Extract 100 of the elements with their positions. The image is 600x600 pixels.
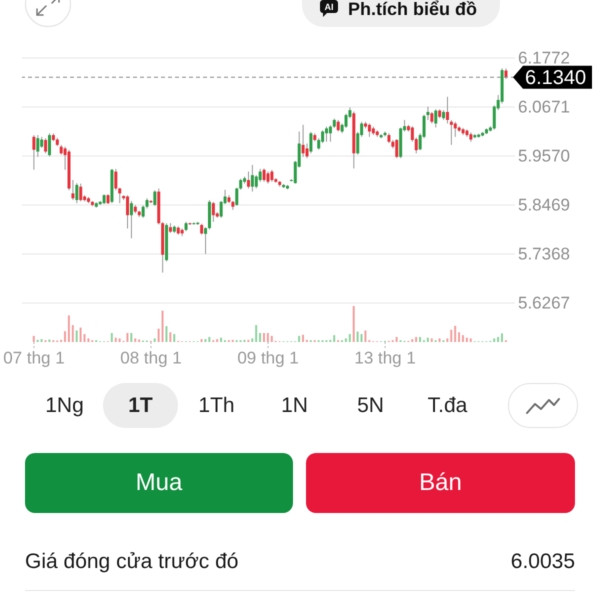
text: Giá đóng cửa trước đó [25,550,238,574]
bar [87,338,90,342]
bar [497,336,500,342]
bar [138,339,140,342]
bar [364,330,366,342]
bar [344,338,347,342]
bar [162,310,164,342]
bar [262,333,265,342]
bar [466,338,468,342]
candlestick [79,183,82,202]
candlestick [106,194,110,205]
y-tick-label: 5.7368 [518,244,570,264]
bar [154,338,156,342]
buy-button: Mua [25,453,293,513]
bar [454,326,456,342]
period-button: 1T [103,383,178,428]
candlestick [250,164,254,192]
candlestick [153,190,156,206]
candlestick [328,124,332,142]
bar [32,336,35,342]
bar [419,336,422,342]
ref-line-label: 6.1340 [525,67,586,90]
candlestick [332,118,336,128]
bar [158,328,160,342]
candlestick [395,138,398,159]
bar [266,333,269,342]
candlestick [430,111,434,124]
bar [255,325,258,342]
bar [220,338,222,342]
candlestick [48,132,51,157]
bar [298,336,300,342]
bar [426,338,429,342]
y-tick-label: 6.0671 [518,98,570,116]
candlestick [302,124,305,158]
bar [173,334,176,342]
bar [208,336,210,342]
period-button: 1Th [179,383,254,428]
bar [76,330,78,342]
candlestick [75,182,78,204]
candlestick [309,131,312,154]
candlestick [344,113,348,128]
bar [165,326,168,342]
bar [333,335,336,342]
bar [470,338,472,342]
candlestick [146,198,149,210]
candlestick [102,194,106,205]
candlestick [262,168,266,182]
candlestick [387,132,390,144]
bar [216,339,218,342]
period-button: T.đa [410,383,485,428]
candlestick [450,119,453,146]
y-tick-label: 5.9570 [518,146,570,166]
candlestick [426,106,430,120]
period-button: 5N [333,383,408,428]
y-tick-label: 6.1772 [518,48,570,68]
y-tick-label: 5.6267 [518,294,570,312]
candlestick [266,171,270,184]
bar [204,339,206,342]
candlestick [44,138,48,154]
candlestick [270,169,274,182]
bar [411,339,414,342]
bar [270,336,273,342]
bar [360,334,363,342]
bar [462,335,464,342]
candlestick [40,136,44,148]
bar [450,330,452,342]
candlestick [184,221,188,232]
bar [72,325,74,342]
candlestick [71,180,74,201]
analysis-button: AI Ph.tích biểu đồ [302,0,500,27]
candlestick [126,194,130,230]
bar [415,336,418,342]
candlestick [469,132,472,142]
bar [396,336,398,342]
bar [64,331,66,342]
candlestick [434,108,438,128]
bar [118,338,121,342]
x-tick-label: 13 thg 1 [354,348,416,368]
candlestick [368,123,371,138]
candlestick [130,200,133,239]
candlestick [220,200,223,218]
bar [259,333,262,342]
y-tick-label: 5.8469 [518,196,570,214]
bar [130,333,132,342]
candlestick [204,226,208,254]
candlestick [442,110,446,120]
bar [84,334,86,342]
bar [458,332,460,342]
bar [114,338,117,342]
bar [356,332,359,342]
candlestick [454,121,457,138]
bar [134,338,136,342]
candlestick [36,134,40,158]
candlestick [504,68,508,80]
bar [169,332,172,342]
candlestick [32,134,36,170]
bar [500,333,503,342]
candlestick [446,96,449,124]
bar [446,338,448,342]
bar [302,334,304,342]
